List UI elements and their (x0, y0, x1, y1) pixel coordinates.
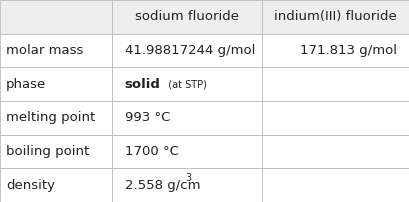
Bar (112, 135, 262, 168)
Bar (262, 34, 409, 67)
Bar (262, 135, 409, 168)
Bar (112, 168, 262, 202)
Bar (112, 0, 262, 34)
Text: sodium fluoride: sodium fluoride (135, 10, 239, 23)
Text: (at STP): (at STP) (162, 79, 207, 89)
Bar (262, 101, 409, 135)
Bar (0, 34, 112, 67)
Text: indium(III) fluoride: indium(III) fluoride (274, 10, 397, 23)
Text: 171.813 g/mol: 171.813 g/mol (300, 44, 397, 57)
Text: molar mass: molar mass (6, 44, 83, 57)
Text: density: density (6, 179, 55, 192)
Text: 3: 3 (185, 173, 191, 183)
Text: 1700 °C: 1700 °C (125, 145, 179, 158)
Text: 41.98817244 g/mol: 41.98817244 g/mol (125, 44, 255, 57)
Text: solid: solid (125, 78, 161, 91)
Bar (0, 168, 112, 202)
Bar (112, 34, 262, 67)
Text: phase: phase (6, 78, 46, 91)
Text: 2.558 g/cm: 2.558 g/cm (125, 179, 200, 192)
Bar (262, 67, 409, 101)
Bar (0, 135, 112, 168)
Bar (0, 0, 112, 34)
Text: melting point: melting point (6, 111, 95, 124)
Bar (112, 67, 262, 101)
Bar (0, 101, 112, 135)
Text: 993 °C: 993 °C (125, 111, 170, 124)
Bar (0, 67, 112, 101)
Bar (112, 101, 262, 135)
Bar (262, 168, 409, 202)
Bar (262, 0, 409, 34)
Text: boiling point: boiling point (6, 145, 90, 158)
